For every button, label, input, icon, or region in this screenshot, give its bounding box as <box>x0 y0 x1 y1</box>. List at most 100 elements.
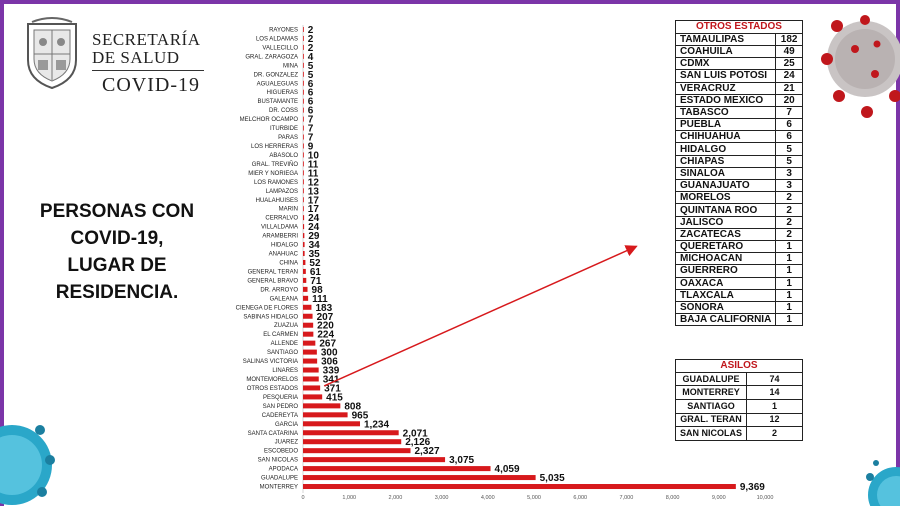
table-row: QUINTANA ROO 2 <box>674 203 803 217</box>
table-row: TLAXCALA 1 <box>674 288 803 302</box>
category-label: ABASOLO <box>269 153 298 159</box>
state-name: COAHUILA <box>674 44 777 59</box>
value-label: 808 <box>344 401 361 412</box>
state-name: GUADALUPE <box>674 371 748 387</box>
state-count: 3 <box>775 166 803 181</box>
bar <box>303 206 304 212</box>
category-label: MINA <box>283 63 298 69</box>
state-name: SAN LUIS POTOSI <box>674 69 777 83</box>
category-label: EL CARMEN <box>263 332 298 338</box>
state-name: SONORA <box>674 300 777 315</box>
coronavirus-icon <box>866 460 900 506</box>
category-label: LOS HERRERAS <box>251 144 298 150</box>
x-tick-label: 10,000 <box>757 495 774 501</box>
value-label: 183 <box>315 303 332 314</box>
category-label: GARCIA <box>275 422 298 428</box>
state-name: TABASCO <box>674 105 777 120</box>
value-label: 111 <box>312 294 328 305</box>
department-name-line1: SECRETARÍA <box>92 30 201 49</box>
bar <box>303 304 312 310</box>
table-row: CHIAPAS 5 <box>674 154 803 168</box>
table-row: GUADALUPE 74 <box>674 371 803 387</box>
category-label: CERRALVO <box>265 216 298 222</box>
state-name: CHIHUAHUA <box>674 130 777 144</box>
category-label: SAN PEDRO <box>263 404 299 410</box>
bar <box>303 358 318 364</box>
state-name: MICHOACAN <box>674 252 777 266</box>
category-label: ARAMBERRI <box>262 234 298 240</box>
table-row: TABASCO 7 <box>674 105 803 120</box>
table-row: MONTERREY 14 <box>674 385 803 400</box>
state-name: MORELOS <box>674 191 777 205</box>
department-name-line2: DE SALUD <box>92 48 180 67</box>
state-name: QUINTANA ROO <box>674 203 777 217</box>
x-tick-label: 9,000 <box>712 495 726 501</box>
bar <box>303 403 341 409</box>
value-label: 415 <box>326 392 343 403</box>
bar <box>303 224 305 230</box>
state-count: 20 <box>775 93 803 107</box>
bar <box>303 484 736 490</box>
state-name: MONTERREY <box>674 385 748 400</box>
state-count: 3 <box>775 179 803 193</box>
value-label: 35 <box>309 249 321 260</box>
category-label: GRAL. ZARAGOZA <box>245 54 298 60</box>
category-label: AGUALEGUAS <box>257 81 298 87</box>
category-label: RAYONES <box>269 27 298 33</box>
state-name: BAJA CALIFORNIA <box>674 313 777 327</box>
category-label: GUADALUPE <box>261 476 298 482</box>
value-label: 52 <box>309 258 321 269</box>
bar <box>303 98 304 104</box>
bar <box>303 143 304 149</box>
state-count: 14 <box>746 385 803 400</box>
bar <box>303 367 319 373</box>
value-label: 6 <box>308 79 314 90</box>
bar <box>303 394 323 400</box>
bar <box>303 188 304 194</box>
category-label: MARIN <box>279 207 298 213</box>
category-label: VILLALDAMA <box>261 225 298 231</box>
asilos-title: ASILOS <box>675 359 803 373</box>
state-count: 1 <box>775 300 803 315</box>
state-count: 21 <box>775 81 803 95</box>
state-count: 2 <box>775 203 803 217</box>
state-count: 1 <box>775 239 803 254</box>
state-count: 2 <box>775 227 803 241</box>
category-label: HIGUERAS <box>267 90 298 96</box>
table-row: BAJA CALIFORNIA 1 <box>674 313 803 327</box>
value-label: 1,234 <box>364 419 389 430</box>
value-label: 11 <box>308 159 319 170</box>
state-count: 1 <box>775 313 803 327</box>
table-row: CHIHUAHUA 6 <box>674 130 803 144</box>
value-label: 17 <box>308 204 320 215</box>
value-label: 2,071 <box>403 428 428 439</box>
bar <box>303 71 304 77</box>
value-label: 98 <box>312 285 324 296</box>
table-row: QUERETARO 1 <box>674 239 803 254</box>
x-tick-label: 7,000 <box>620 495 634 501</box>
state-count: 6 <box>775 118 803 132</box>
category-label: SANTA CATARINA <box>248 431 298 437</box>
state-count: 2 <box>775 191 803 205</box>
state-count: 7 <box>775 105 803 120</box>
value-label: 2 <box>308 34 314 45</box>
category-label: BUSTAMANTE <box>257 99 298 105</box>
state-name: CDMX <box>674 57 777 71</box>
category-label: CHINA <box>279 260 298 266</box>
value-label: 267 <box>319 339 336 350</box>
header-divider <box>92 70 204 71</box>
table-row: PUEBLA 6 <box>674 118 803 132</box>
category-label: MONTERREY <box>260 485 298 491</box>
state-count: 25 <box>775 57 803 71</box>
value-label: 306 <box>321 357 338 368</box>
state-name: GUERRERO <box>674 264 777 278</box>
x-tick-label: 1,000 <box>342 495 356 501</box>
table-row: SAN LUIS POTOSI 24 <box>674 69 803 83</box>
bar <box>303 134 304 140</box>
state-name: GUANAJUATO <box>674 179 777 193</box>
caption-line: LUGAR DE <box>67 255 167 276</box>
category-label: HUALAHUISES <box>256 198 298 204</box>
category-label: GALEANA <box>270 296 298 302</box>
category-label: ALLENDE <box>271 341 298 347</box>
bar <box>303 277 307 283</box>
